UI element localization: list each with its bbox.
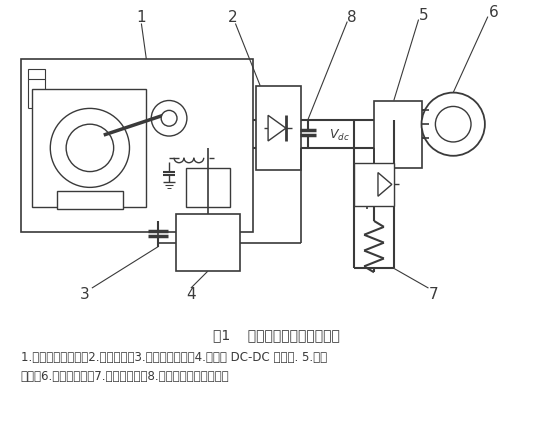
Text: 7: 7 bbox=[429, 286, 438, 301]
Bar bbox=[256, 86, 301, 170]
Text: 图1    起重机混合动力系统简图: 图1 起重机混合动力系统简图 bbox=[212, 328, 340, 342]
Circle shape bbox=[152, 101, 187, 137]
Bar bbox=[20, 60, 253, 232]
Polygon shape bbox=[378, 173, 392, 197]
Bar bbox=[354, 163, 394, 207]
Text: 变器，6.是工作电机，7.是能耗电阻，8.是起稳压作用的电容。: 变器，6.是工作电机，7.是能耗电阻，8.是起稳压作用的电容。 bbox=[20, 369, 229, 382]
Text: 1.是柴油发电机组，2.是整流器，3.是超级电容组，4.是双向 DC-DC 变换器. 5.是逆: 1.是柴油发电机组，2.是整流器，3.是超级电容组，4.是双向 DC-DC 变换… bbox=[20, 351, 327, 363]
Circle shape bbox=[421, 93, 485, 156]
Circle shape bbox=[161, 111, 177, 127]
Text: 4: 4 bbox=[186, 287, 196, 302]
Text: $V_{dc}$: $V_{dc}$ bbox=[329, 127, 349, 142]
Bar bbox=[176, 214, 241, 272]
Text: 1: 1 bbox=[137, 10, 146, 25]
Circle shape bbox=[66, 125, 114, 172]
Text: 3: 3 bbox=[80, 286, 90, 301]
Circle shape bbox=[50, 109, 129, 188]
Text: 6: 6 bbox=[489, 5, 499, 20]
Bar bbox=[28, 70, 45, 79]
Polygon shape bbox=[268, 116, 286, 141]
Bar bbox=[57, 192, 123, 210]
Bar bbox=[186, 168, 231, 207]
Text: 2: 2 bbox=[228, 10, 237, 25]
Bar bbox=[374, 101, 421, 168]
Text: 5: 5 bbox=[419, 8, 429, 23]
Bar bbox=[33, 89, 147, 207]
Text: 8: 8 bbox=[347, 10, 357, 25]
Circle shape bbox=[435, 107, 471, 143]
